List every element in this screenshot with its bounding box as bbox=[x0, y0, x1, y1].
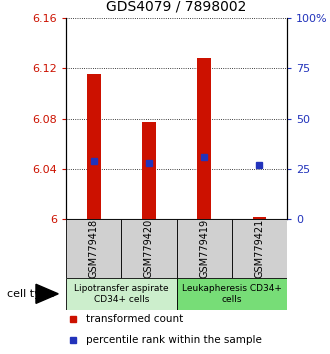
Text: Leukapheresis CD34+
cells: Leukapheresis CD34+ cells bbox=[182, 284, 282, 303]
Text: GSM779420: GSM779420 bbox=[144, 219, 154, 278]
Bar bbox=[66, 278, 177, 310]
Text: GSM779421: GSM779421 bbox=[254, 219, 264, 278]
Bar bbox=[177, 219, 232, 278]
Title: GDS4079 / 7898002: GDS4079 / 7898002 bbox=[106, 0, 247, 14]
Bar bbox=[121, 219, 177, 278]
Bar bbox=[177, 278, 287, 310]
Bar bbox=[252, 217, 266, 219]
Text: percentile rank within the sample: percentile rank within the sample bbox=[86, 335, 262, 345]
Bar bbox=[66, 219, 121, 278]
Text: Lipotransfer aspirate
CD34+ cells: Lipotransfer aspirate CD34+ cells bbox=[74, 284, 169, 303]
Polygon shape bbox=[36, 284, 58, 303]
Text: GSM779419: GSM779419 bbox=[199, 219, 209, 278]
Bar bbox=[232, 219, 287, 278]
Text: GSM779418: GSM779418 bbox=[89, 219, 99, 278]
Bar bbox=[142, 122, 156, 219]
Text: transformed count: transformed count bbox=[86, 314, 183, 324]
Text: cell type: cell type bbox=[7, 289, 54, 299]
Bar bbox=[197, 58, 211, 219]
Bar bbox=[87, 74, 101, 219]
